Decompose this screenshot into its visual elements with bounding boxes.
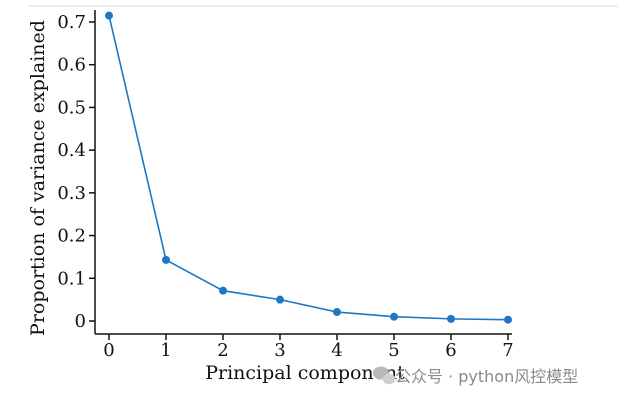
y-tick-label: 0.5 (57, 97, 86, 118)
x-tick-label: 0 (103, 340, 114, 361)
data-point (333, 308, 341, 317)
x-tick-label: 5 (388, 340, 399, 361)
x-tick-label: 1 (160, 340, 171, 361)
data-point (276, 295, 284, 304)
x-tick-label: 4 (331, 340, 342, 361)
x-tick-label: 3 (274, 340, 285, 361)
y-ticks: 0 0.1 0.2 0.3 0.4 0.5 0.6 0.7 (57, 12, 95, 332)
data-point (219, 286, 227, 295)
wechat-icon (373, 366, 396, 385)
y-tick-label: 0 (75, 311, 86, 332)
series (105, 11, 512, 324)
x-axis-title: Principal component (205, 362, 405, 384)
y-tick-label: 0.6 (57, 55, 86, 76)
data-point (447, 314, 455, 323)
y-tick-label: 0.4 (57, 140, 86, 161)
watermark: 公众号 · python风控模型 (373, 366, 578, 386)
watermark-text: 公众号 · python风控模型 (395, 367, 578, 386)
axes (94, 10, 512, 335)
y-tick-label: 0.1 (57, 268, 86, 289)
y-tick-label: 0.7 (57, 12, 86, 33)
x-ticks: 0 1 2 3 4 5 6 7 (103, 334, 514, 361)
data-point (504, 315, 512, 324)
data-point (105, 11, 113, 20)
y-axis-title: Proportion of variance explained (27, 20, 49, 336)
x-tick-label: 6 (445, 340, 456, 361)
x-tick-label: 7 (502, 340, 513, 361)
y-tick-label: 0.2 (57, 226, 86, 247)
y-tick-label: 0.3 (57, 183, 86, 204)
x-tick-label: 2 (217, 340, 228, 361)
data-point (162, 255, 170, 264)
data-point (390, 312, 398, 321)
series-line (108, 15, 509, 321)
